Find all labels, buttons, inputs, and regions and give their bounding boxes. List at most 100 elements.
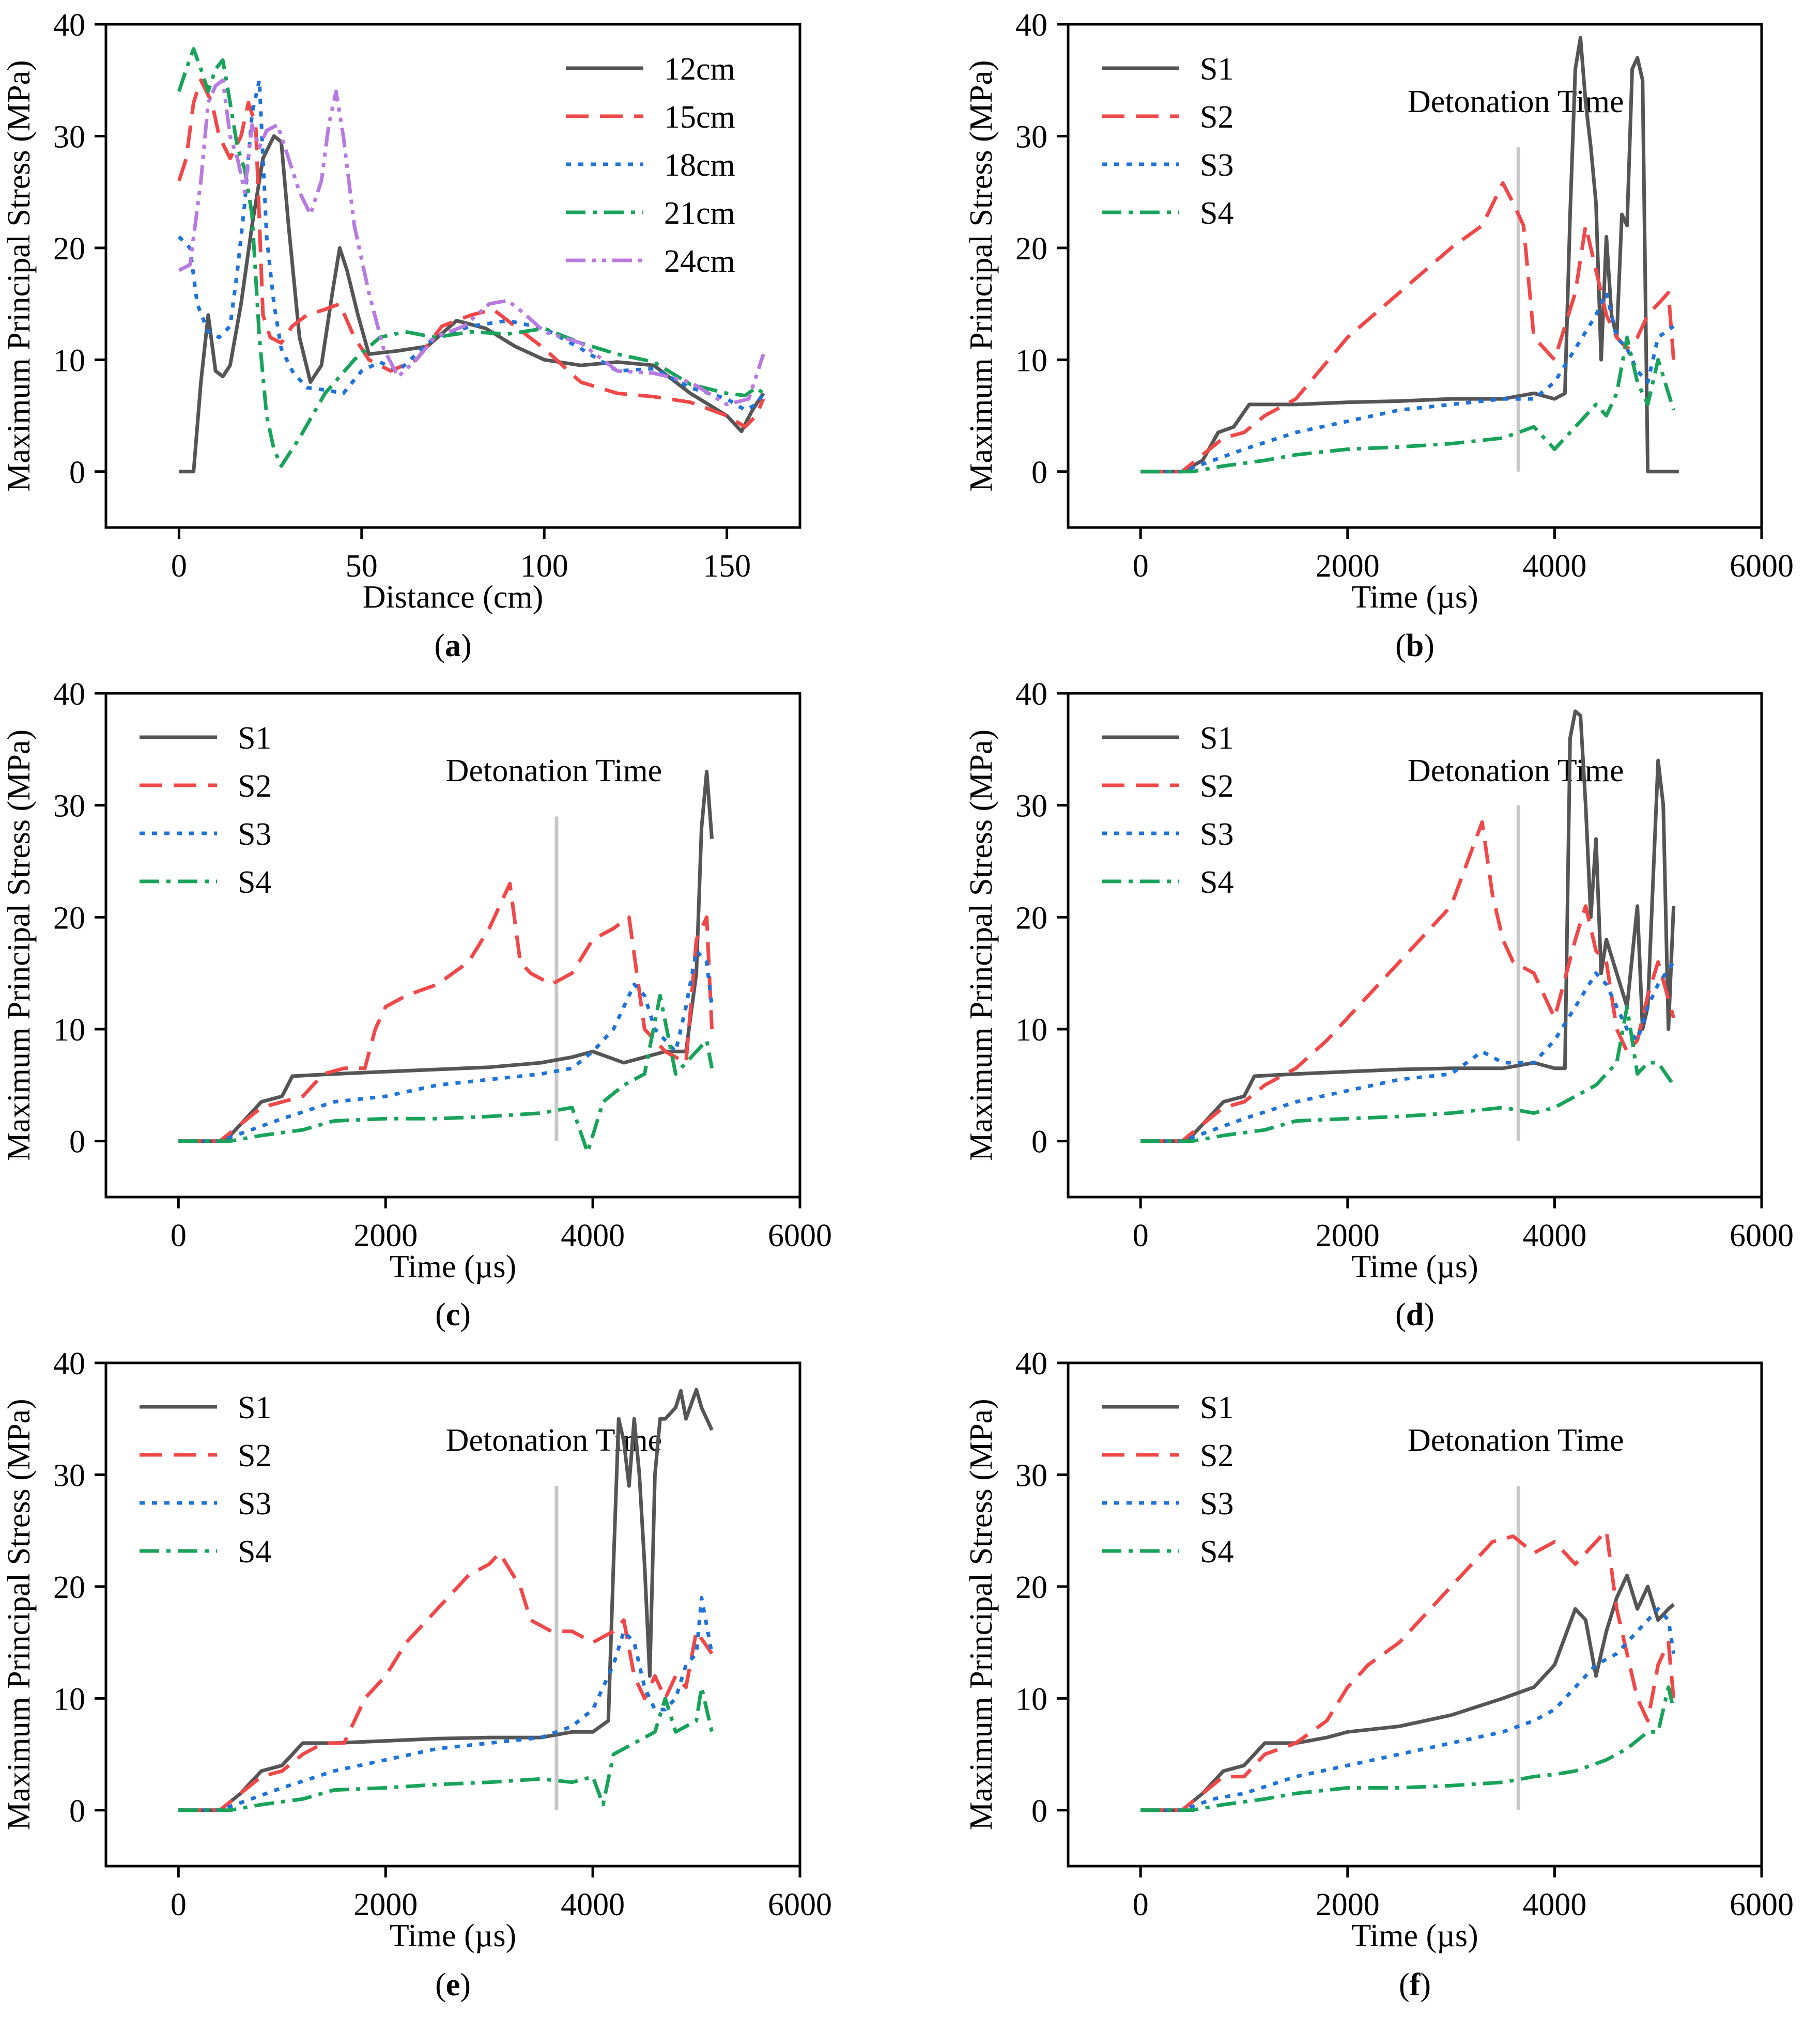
legend-label: S1 (1200, 1390, 1233, 1425)
chart-c: 0 2000 4000 6000 0 10 20 30 40 Time (µs) Maximum P… (2, 677, 832, 1332)
legend-label: S2 (238, 769, 271, 804)
x-tick-label: 2000 (353, 1887, 418, 1922)
x-tick-label: 2000 (1316, 1218, 1380, 1253)
legend-label: S3 (238, 1486, 271, 1522)
legend-label: 15cm (664, 100, 735, 135)
legend-label: S2 (1200, 100, 1233, 135)
plot-frame (1067, 1361, 1763, 1868)
y-tick-label: 20 (1015, 1570, 1047, 1605)
panel-caption: (a) (434, 628, 471, 663)
series-line-s1 (178, 770, 714, 1143)
plot-frame (1067, 692, 1763, 1199)
y-tick-label: 40 (1015, 8, 1047, 43)
legend: S1 S2 S3 S4 (140, 1390, 271, 1570)
legend-label: 21cm (664, 196, 735, 231)
x-axis-label: Distance (cm) (363, 580, 543, 615)
y-tick-label: 10 (53, 1013, 85, 1048)
legend-label: S4 (1200, 865, 1233, 900)
legend-label: S2 (1200, 769, 1233, 804)
y-tick-label: 30 (1015, 119, 1047, 154)
panel-caption: (f) (1399, 1967, 1431, 2003)
y-tick-label: 40 (1015, 677, 1047, 712)
x-tick-label: 4000 (561, 1218, 625, 1253)
y-tick-label: 10 (53, 343, 85, 378)
series-line-15cm (177, 78, 765, 429)
detonation-time-label: Detonation Time (446, 753, 662, 788)
y-tick-label: 30 (53, 119, 85, 154)
y-tick-label: 10 (1015, 343, 1047, 378)
x-axis-label: Time (µs) (1351, 1918, 1478, 1953)
detonation-time-label: Detonation Time (1408, 753, 1624, 788)
x-tick-label: 100 (520, 549, 568, 584)
series-line-s4 (178, 994, 714, 1154)
plot-frame (104, 692, 801, 1199)
x-tick-label: 4000 (1522, 1218, 1586, 1253)
series-line-s2 (178, 1551, 714, 1812)
x-axis-label: Time (µs) (390, 1918, 516, 1953)
panel-caption: (b) (1395, 628, 1435, 663)
legend: S1 S2 S3 S4 (1102, 1390, 1233, 1570)
x-axis-label: Time (µs) (390, 1249, 516, 1284)
chart-a: 0 50 100 150 0 10 20 30 40 Distance (cm) Maximum P… (2, 8, 801, 663)
chart-d: 0 2000 4000 6000 0 10 20 30 40 Time (µs) Maximum P… (964, 677, 1794, 1332)
y-tick-label: 20 (53, 901, 85, 936)
series-line-s3 (1140, 1607, 1676, 1812)
panel-caption: (e) (435, 1967, 471, 2003)
series-line-24cm (178, 78, 765, 407)
y-tick-label: 10 (1015, 1013, 1047, 1048)
chart-e: 0 2000 4000 6000 0 10 20 30 40 Time (µs) Maximum P… (2, 1346, 832, 2003)
x-tick-label: 150 (703, 549, 751, 584)
x-axis-label: Time (µs) (1351, 580, 1478, 615)
x-tick-label: 4000 (1522, 549, 1586, 584)
y-axis-label: Maximum Principal Stress (MPa) (964, 729, 999, 1161)
legend-label: S3 (238, 817, 271, 852)
legend-label: S4 (1200, 196, 1233, 231)
x-tick-label: 0 (171, 1887, 187, 1922)
y-tick-label: 0 (69, 1125, 85, 1160)
y-axis-label: Maximum Principal Stress (MPa) (2, 729, 37, 1161)
series-line-s1 (178, 1388, 714, 1812)
plot-frame (104, 1361, 801, 1868)
y-tick-label: 30 (53, 789, 85, 824)
y-tick-label: 30 (1015, 789, 1047, 824)
panel-caption: (d) (1395, 1297, 1435, 1332)
y-tick-label: 40 (53, 1346, 85, 1381)
legend-label: S3 (1200, 817, 1233, 852)
y-tick-label: 20 (53, 1570, 85, 1605)
series-line-s3 (178, 949, 714, 1143)
legend-label: 18cm (664, 148, 735, 183)
plot-frame (104, 23, 801, 529)
legend-label: S4 (238, 1534, 271, 1570)
y-tick-label: 10 (53, 1682, 85, 1717)
series-line-s4 (178, 1685, 714, 1812)
legend-label: S2 (238, 1438, 271, 1473)
x-tick-label: 4000 (561, 1887, 625, 1922)
x-tick-label: 0 (171, 549, 187, 584)
plot-frame (1067, 23, 1763, 529)
series-line-s2 (1140, 1529, 1676, 1812)
legend-label: S3 (1200, 1486, 1233, 1522)
y-tick-label: 20 (1015, 901, 1047, 936)
x-tick-label: 2000 (353, 1218, 418, 1253)
legend-label: 24cm (664, 244, 735, 279)
series-line-s1 (1140, 709, 1676, 1143)
x-tick-label: 6000 (768, 1887, 832, 1922)
x-tick-label: 6000 (1730, 1218, 1794, 1253)
y-tick-label: 30 (53, 1458, 85, 1493)
series-line-s1 (1140, 36, 1679, 474)
legend-label: S4 (1200, 1534, 1233, 1570)
x-tick-label: 2000 (1316, 549, 1380, 584)
detonation-time-label: Detonation Time (1408, 84, 1624, 119)
x-tick-label: 50 (346, 549, 378, 584)
series-line-s4 (1140, 335, 1676, 474)
legend: S1 S2 S3 S4 (1102, 721, 1233, 900)
y-tick-label: 0 (1031, 455, 1047, 490)
x-tick-label: 4000 (1522, 1887, 1586, 1922)
series-line-12cm (179, 134, 765, 474)
series-line-s2 (1140, 820, 1676, 1143)
series-line-s3 (178, 1596, 714, 1812)
y-tick-label: 20 (1015, 231, 1047, 267)
series-line-s4 (1140, 1005, 1675, 1143)
x-tick-label: 0 (1133, 1887, 1149, 1922)
